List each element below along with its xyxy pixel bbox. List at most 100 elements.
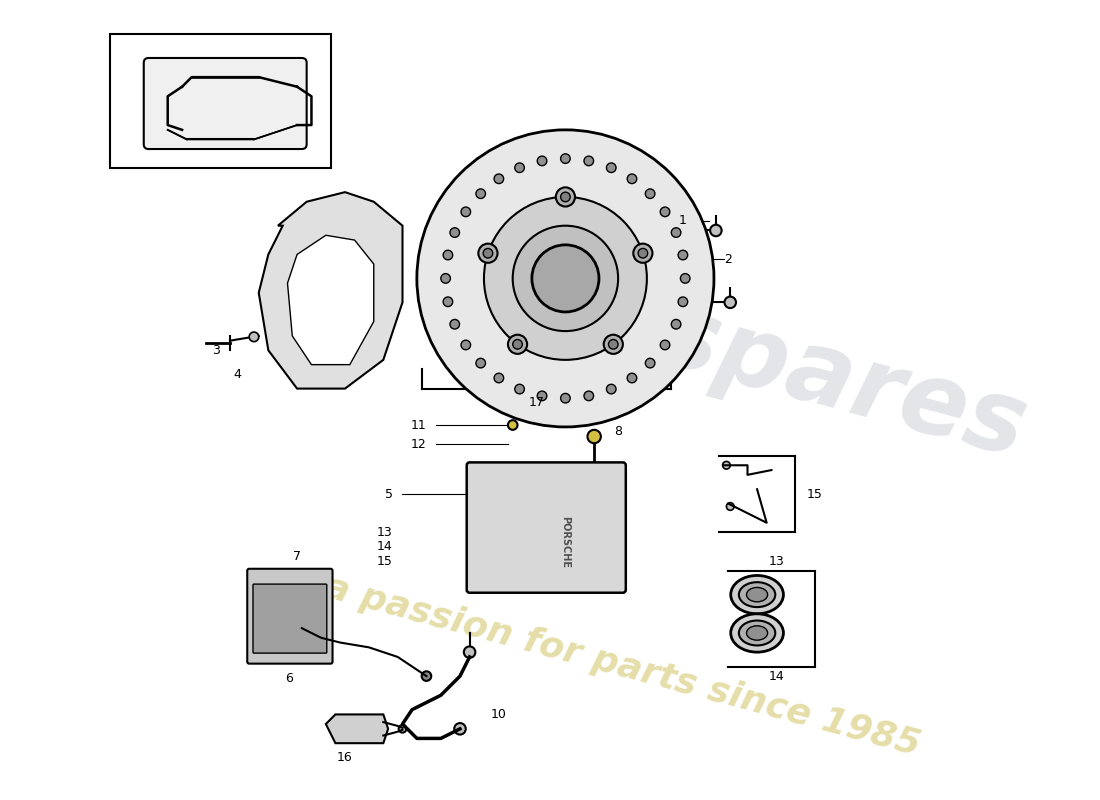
Circle shape <box>515 384 525 394</box>
Circle shape <box>476 189 485 198</box>
Circle shape <box>606 163 616 173</box>
Circle shape <box>532 245 600 312</box>
Circle shape <box>513 339 522 349</box>
Ellipse shape <box>739 621 776 646</box>
Circle shape <box>494 374 504 382</box>
Text: 13: 13 <box>769 554 784 568</box>
Circle shape <box>517 532 556 570</box>
Text: 15: 15 <box>806 487 823 501</box>
Circle shape <box>398 725 406 733</box>
Text: 17: 17 <box>529 397 544 410</box>
Circle shape <box>587 430 601 443</box>
Circle shape <box>638 249 648 258</box>
Bar <box>110 34 331 168</box>
Circle shape <box>678 297 688 306</box>
FancyBboxPatch shape <box>248 569 332 664</box>
Text: 8: 8 <box>614 426 623 438</box>
Circle shape <box>476 358 485 368</box>
Circle shape <box>318 299 333 315</box>
Circle shape <box>484 197 647 360</box>
Text: 15: 15 <box>377 554 393 568</box>
Text: eurospares: eurospares <box>400 222 1037 479</box>
Text: 3: 3 <box>211 344 220 357</box>
Text: 4: 4 <box>233 368 242 381</box>
Circle shape <box>250 332 258 342</box>
Circle shape <box>660 207 670 217</box>
Ellipse shape <box>730 614 783 652</box>
Circle shape <box>443 297 453 306</box>
Circle shape <box>627 374 637 382</box>
Circle shape <box>678 250 688 260</box>
Circle shape <box>584 391 594 401</box>
Circle shape <box>302 81 315 93</box>
Circle shape <box>443 250 453 260</box>
Circle shape <box>537 391 547 401</box>
Text: 7: 7 <box>293 550 301 563</box>
Text: 5: 5 <box>385 487 393 501</box>
Circle shape <box>725 297 736 308</box>
Circle shape <box>561 154 570 163</box>
Circle shape <box>483 249 493 258</box>
Circle shape <box>646 189 654 198</box>
Circle shape <box>515 163 525 173</box>
Circle shape <box>417 130 714 427</box>
Circle shape <box>608 339 618 349</box>
Circle shape <box>461 340 471 350</box>
Text: 12: 12 <box>410 438 427 450</box>
Circle shape <box>561 192 570 202</box>
Circle shape <box>646 358 654 368</box>
Circle shape <box>660 340 670 350</box>
Circle shape <box>454 723 465 734</box>
Text: PORSCHE: PORSCHE <box>560 516 571 568</box>
Circle shape <box>156 118 179 142</box>
Circle shape <box>156 85 179 108</box>
Circle shape <box>482 554 505 578</box>
Circle shape <box>494 174 504 183</box>
Text: 13: 13 <box>377 526 393 539</box>
Circle shape <box>297 623 307 633</box>
Polygon shape <box>326 714 388 743</box>
Text: 16: 16 <box>337 751 353 764</box>
Text: 14: 14 <box>377 540 393 554</box>
Circle shape <box>297 117 320 139</box>
Circle shape <box>513 226 618 331</box>
Circle shape <box>556 187 575 206</box>
Text: 6: 6 <box>286 673 294 686</box>
Text: 11: 11 <box>410 418 427 431</box>
Circle shape <box>508 420 517 430</box>
Circle shape <box>297 75 320 98</box>
Circle shape <box>450 228 460 238</box>
Circle shape <box>606 384 616 394</box>
FancyBboxPatch shape <box>144 58 307 149</box>
Ellipse shape <box>730 575 783 614</box>
Polygon shape <box>287 235 374 365</box>
Circle shape <box>482 487 505 510</box>
Text: 10: 10 <box>491 708 506 721</box>
Circle shape <box>627 174 637 183</box>
Circle shape <box>671 228 681 238</box>
Circle shape <box>461 207 471 217</box>
Text: 14: 14 <box>769 670 784 682</box>
Circle shape <box>681 274 690 283</box>
FancyBboxPatch shape <box>253 584 327 653</box>
Circle shape <box>305 572 318 585</box>
Text: a passion for parts since 1985: a passion for parts since 1985 <box>321 570 924 762</box>
Text: 1: 1 <box>679 214 686 227</box>
Circle shape <box>488 494 498 504</box>
Text: 2: 2 <box>725 253 733 266</box>
Ellipse shape <box>739 582 776 607</box>
Circle shape <box>464 646 475 658</box>
Ellipse shape <box>747 626 768 640</box>
Circle shape <box>262 572 275 585</box>
Circle shape <box>478 244 497 263</box>
Circle shape <box>508 334 527 354</box>
Ellipse shape <box>747 587 768 602</box>
Ellipse shape <box>295 604 309 614</box>
Circle shape <box>561 394 570 403</box>
Circle shape <box>450 319 460 329</box>
Circle shape <box>604 334 623 354</box>
Circle shape <box>584 156 594 166</box>
Polygon shape <box>258 192 403 389</box>
Circle shape <box>421 671 431 681</box>
Circle shape <box>309 290 343 324</box>
